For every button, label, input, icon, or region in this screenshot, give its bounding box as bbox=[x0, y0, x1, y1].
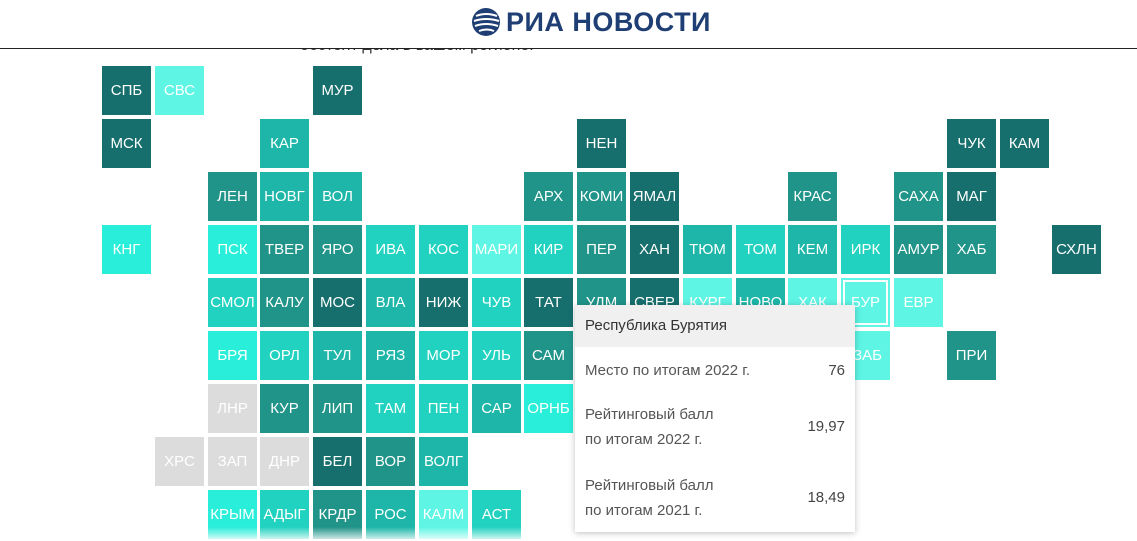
region-tile-kem[interactable]: КЕМ bbox=[788, 225, 837, 274]
region-tile-krdr[interactable]: КРДР bbox=[313, 490, 362, 539]
region-tile-lip[interactable]: ЛИП bbox=[313, 384, 362, 433]
region-tile-psk[interactable]: ПСК bbox=[208, 225, 257, 274]
region-tile-mor[interactable]: МОР bbox=[419, 331, 468, 380]
region-tile-iva[interactable]: ИВА bbox=[366, 225, 415, 274]
region-tile-yamal[interactable]: ЯМАЛ bbox=[630, 172, 679, 221]
region-tile-nen[interactable]: НЕН bbox=[577, 119, 626, 168]
logo-text: РИА НОВОСТИ bbox=[506, 7, 711, 37]
region-tile-komi[interactable]: КОМИ bbox=[577, 172, 626, 221]
region-tile-orl[interactable]: ОРЛ bbox=[260, 331, 309, 380]
tooltip-value: 76 bbox=[828, 362, 845, 379]
region-tile-amur[interactable]: АМУР bbox=[894, 225, 943, 274]
tooltip-label: Место по итогам 2022 г. bbox=[585, 362, 751, 379]
region-tile-kir[interactable]: КИР bbox=[524, 225, 573, 274]
region-tile-hab[interactable]: ХАБ bbox=[947, 225, 996, 274]
region-tile-tat[interactable]: ТАТ bbox=[524, 278, 573, 327]
region-tile-han[interactable]: ХАН bbox=[630, 225, 679, 274]
site-header: РИА НОВОСТИ bbox=[0, 0, 1137, 49]
tooltip-row-place-2022: Место по итогам 2022 г. 76 bbox=[585, 358, 845, 383]
region-tile-arh[interactable]: АРХ bbox=[524, 172, 573, 221]
region-tile-kos[interactable]: КОС bbox=[419, 225, 468, 274]
region-tile-krym[interactable]: КРЫМ bbox=[208, 490, 257, 539]
region-tile-kam[interactable]: КАМ bbox=[1000, 119, 1049, 168]
region-tile-sam[interactable]: САМ bbox=[524, 331, 573, 380]
region-tile-bel[interactable]: БЕЛ bbox=[313, 437, 362, 486]
region-tile-kalu[interactable]: КАЛУ bbox=[260, 278, 309, 327]
region-tile-tom[interactable]: ТОМ bbox=[736, 225, 785, 274]
region-tile-kar[interactable]: КАР bbox=[260, 119, 309, 168]
region-tile-per[interactable]: ПЕР bbox=[577, 225, 626, 274]
region-tile-shln[interactable]: СХЛН bbox=[1052, 225, 1101, 274]
region-tile-chuv[interactable]: ЧУВ bbox=[472, 278, 521, 327]
region-tile-ul[interactable]: УЛЬ bbox=[472, 331, 521, 380]
region-tile-len[interactable]: ЛЕН bbox=[208, 172, 257, 221]
region-tile-yaro[interactable]: ЯРО bbox=[313, 225, 362, 274]
region-tile-svs[interactable]: СВС bbox=[155, 66, 204, 115]
tooltip-value: 19,97 bbox=[807, 418, 845, 435]
region-tile-dnr[interactable]: ДНР bbox=[260, 437, 309, 486]
region-tile-ornb[interactable]: ОРНБ bbox=[524, 384, 573, 433]
tooltip-row-score-2021: Рейтинговый балл по итогам 2021 г. 18,49 bbox=[585, 473, 845, 523]
tooltip-title: Республика Бурятия bbox=[575, 305, 855, 347]
region-tile-brya[interactable]: БРЯ bbox=[208, 331, 257, 380]
region-tile-hrs[interactable]: ХРС bbox=[155, 437, 204, 486]
region-tile-tul[interactable]: ТУЛ bbox=[313, 331, 362, 380]
region-tile-adyg[interactable]: АДЫГ bbox=[260, 490, 309, 539]
region-tile-nizh[interactable]: НИЖ bbox=[419, 278, 468, 327]
region-tile-zap[interactable]: ЗАП bbox=[208, 437, 257, 486]
region-tile-kras[interactable]: КРАС bbox=[788, 172, 837, 221]
region-tooltip: Республика Бурятия Место по итогам 2022 … bbox=[575, 305, 855, 532]
region-tile-ros[interactable]: РОС bbox=[366, 490, 415, 539]
region-tile-saha[interactable]: САХА bbox=[894, 172, 943, 221]
region-tile-tyum[interactable]: ТЮМ bbox=[683, 225, 732, 274]
tooltip-row-score-2022: Рейтинговый балл по итогам 2022 г. 19,97 bbox=[585, 402, 845, 452]
region-tile-lnr[interactable]: ЛНР bbox=[208, 384, 257, 433]
region-tile-vla[interactable]: ВЛА bbox=[366, 278, 415, 327]
region-tile-spb[interactable]: СПБ bbox=[102, 66, 151, 115]
region-tile-irk[interactable]: ИРК bbox=[841, 225, 890, 274]
region-tile-msk[interactable]: МСК bbox=[102, 119, 151, 168]
region-tile-sar[interactable]: САР bbox=[472, 384, 521, 433]
region-tile-vor[interactable]: ВОР bbox=[366, 437, 415, 486]
region-tile-vol[interactable]: ВОЛ bbox=[313, 172, 362, 221]
tooltip-label: Рейтинговый балл по итогам 2022 г. bbox=[585, 406, 714, 448]
region-tile-mari[interactable]: МАРИ bbox=[472, 225, 521, 274]
region-tile-mur[interactable]: МУР bbox=[313, 66, 362, 115]
region-tile-kalm[interactable]: КАЛМ bbox=[419, 490, 468, 539]
region-tile-smol[interactable]: СМОЛ bbox=[208, 278, 257, 327]
region-tile-mos[interactable]: МОС bbox=[313, 278, 362, 327]
tooltip-value: 18,49 bbox=[807, 489, 845, 506]
region-tile-chuk[interactable]: ЧУК bbox=[947, 119, 996, 168]
region-tile-kur[interactable]: КУР bbox=[260, 384, 309, 433]
region-tile-pen[interactable]: ПЕН bbox=[419, 384, 468, 433]
region-tile-evr[interactable]: ЕВР bbox=[894, 278, 943, 327]
region-tile-tam[interactable]: ТАМ bbox=[366, 384, 415, 433]
region-tile-volg[interactable]: ВОЛГ bbox=[419, 437, 468, 486]
tooltip-label: Рейтинговый балл по итогам 2021 г. bbox=[585, 477, 714, 519]
ria-globe-icon bbox=[472, 8, 500, 36]
region-tile-ast[interactable]: АСТ bbox=[472, 490, 521, 539]
region-tile-novg[interactable]: НОВГ bbox=[260, 172, 309, 221]
region-tile-kng[interactable]: КНГ bbox=[102, 225, 151, 274]
region-tile-pri[interactable]: ПРИ bbox=[947, 331, 996, 380]
region-tile-tver[interactable]: ТВЕР bbox=[260, 225, 309, 274]
region-tile-ryaz[interactable]: РЯЗ bbox=[366, 331, 415, 380]
bottom-fade bbox=[0, 527, 1137, 541]
region-tile-mag[interactable]: МАГ bbox=[947, 172, 996, 221]
